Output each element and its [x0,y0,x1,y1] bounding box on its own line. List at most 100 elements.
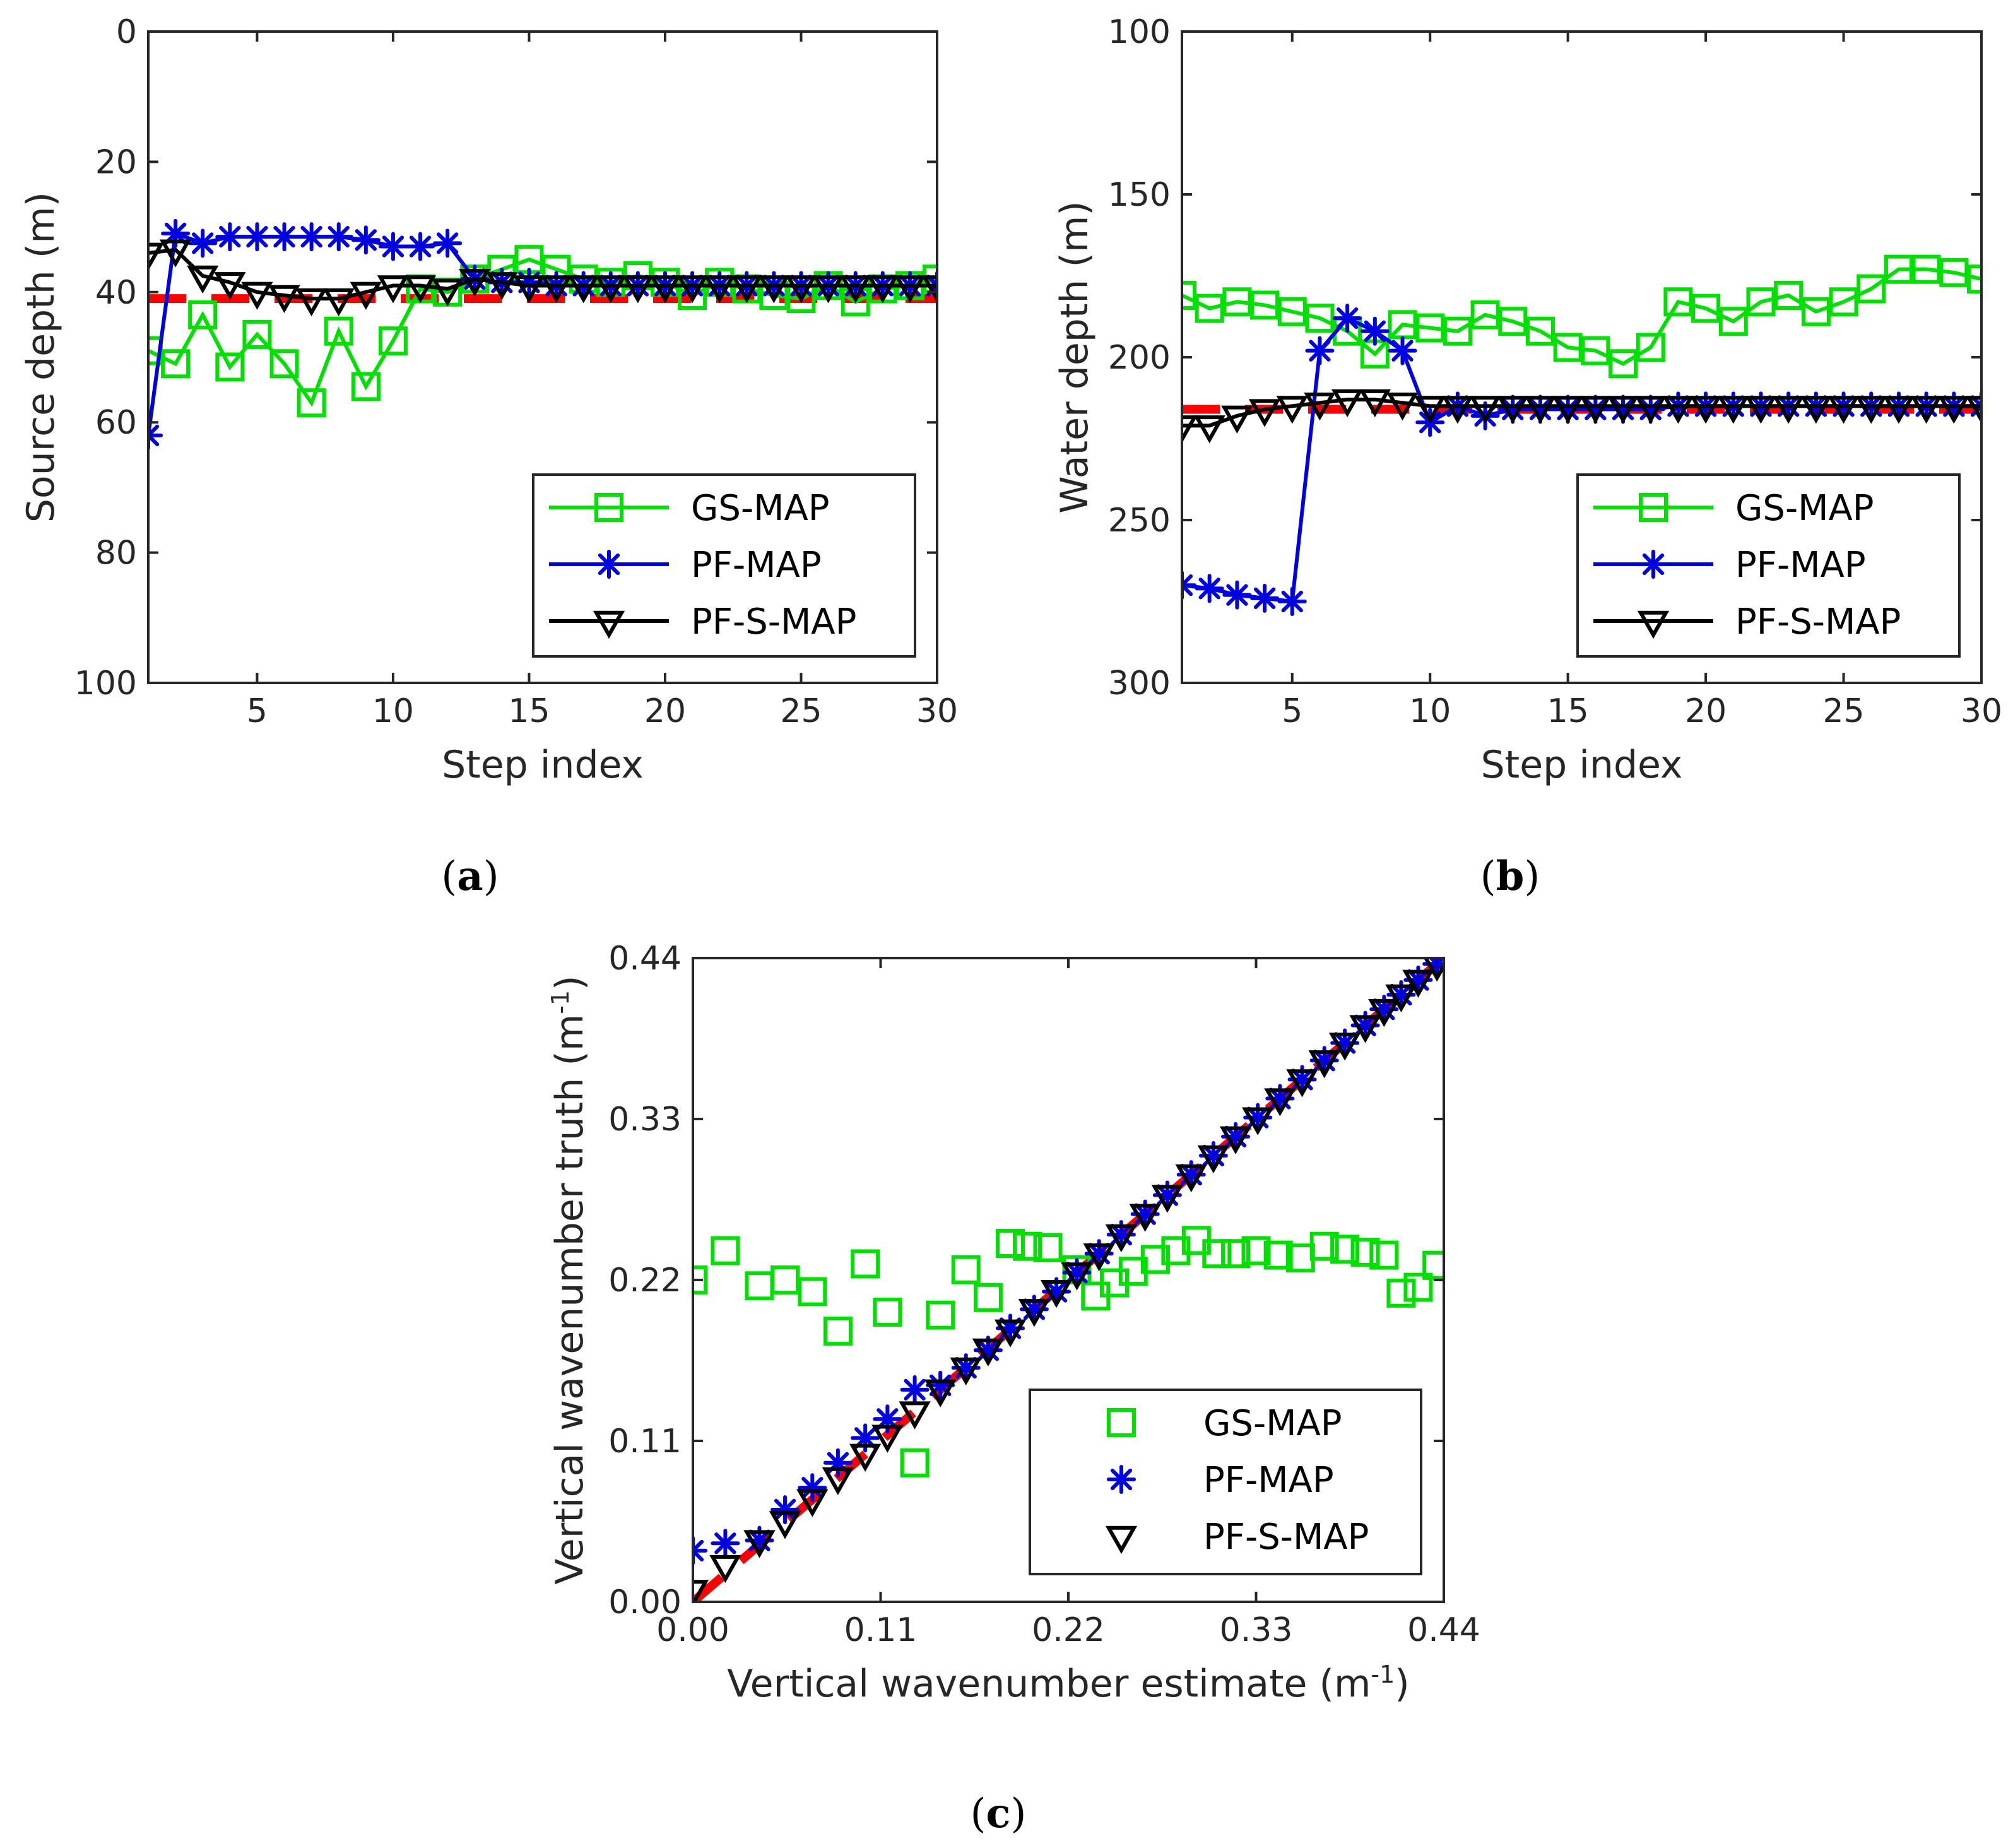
point-pfs [1331,389,1364,418]
point-gs [1415,313,1445,343]
legend: GS-MAP PF-MAP PF-S-MAP [1576,473,1961,658]
legend-label-pf: PF-MAP [691,545,822,586]
point-gs [1939,258,1969,287]
x-axis-label: Vertical wavenumber estimate (m-1) [727,1661,1409,1706]
legend-label-pfs: PF-S-MAP [1735,601,1901,643]
panel-c: 0.00 0.11 0.22 0.33 0.44 0.00 0.11 0.22 0.33 0.44… [546,940,1480,1837]
point-pfs [1910,396,1942,424]
point-pfs [1040,1280,1073,1308]
point-pfs [812,275,844,304]
point-pfs [1402,969,1434,998]
point-gs [1305,304,1335,333]
plot-content-a [148,218,937,450]
point-pfs [839,275,871,304]
point-pfs [594,275,627,304]
point-pfs [1414,396,1446,424]
point-pf [215,222,245,252]
point-pfs [377,275,410,304]
y-tick-label: 300 [1108,665,1171,702]
point-gs [693,1265,707,1294]
point-gs [324,316,353,346]
point-pfs [1182,415,1198,444]
point-pfs [1855,396,1887,424]
y-axis-label: Source depth (m) [19,192,63,523]
point-gs [1553,333,1583,362]
legend-box [1029,1389,1422,1575]
point-pf [900,1375,930,1404]
point-gs [1263,1240,1293,1270]
point-pfs [743,1530,776,1558]
point-pfs [1368,998,1400,1028]
point-pf [297,222,326,252]
point-gs [1309,1231,1339,1261]
point-gs [1350,1237,1380,1267]
point-pf [1195,574,1224,603]
point-pfs [822,1467,854,1496]
y-tick-label: 150 [1108,176,1171,214]
point-pfs [921,275,937,304]
point-gs [873,1298,902,1327]
point-pfs [758,275,790,304]
point-pfs [1579,396,1612,424]
point-pfs [1304,393,1336,421]
point-gs [1013,1231,1042,1261]
y-tick-label: 100 [74,665,137,702]
point-pfs [1689,396,1722,424]
point-pfs [1634,396,1667,424]
x-tick-label: 0.11 [844,1611,918,1649]
point-pfs [404,275,437,304]
point-pfs [187,265,219,294]
point-pfs [1524,396,1557,424]
point-gs [1884,254,1913,284]
point-gs [1581,336,1610,365]
point-pfs [731,275,763,304]
panel-a: 5 10 15 20 25 30 0 20 40 60 80 100 Step index Source … [19,13,958,900]
y-tick-label: 0.22 [608,1262,682,1300]
point-pf [1250,583,1280,613]
point-pfs [295,288,328,317]
point-pfs [1441,396,1474,424]
series-line-pfs [148,247,937,301]
point-gs [378,326,408,356]
point-pfs [1800,396,1833,424]
point-gs [1746,287,1776,317]
point-pfs [1359,389,1391,418]
point-pf [1333,304,1362,333]
y-tick-label: 0.44 [608,940,682,978]
point-pfs [709,1555,741,1584]
point-pf [823,1448,853,1478]
point-gs [951,1255,981,1284]
legend-item-pf: PF-MAP [549,545,822,586]
point-pfs [148,242,165,271]
point-gs [973,1282,1003,1312]
point-pfs [322,288,355,317]
point-pfs [1308,1050,1340,1079]
point-pf [378,232,408,261]
point-pf [711,1529,740,1558]
point-gs [1857,274,1886,304]
x-axis-label: Step index [1481,743,1683,787]
point-gs [1241,1236,1271,1265]
point-pf [242,222,272,252]
x-tick-label: 20 [1685,692,1727,730]
y-tick-label: 40 [95,274,137,312]
point-gs [1195,293,1224,323]
point-pfs [704,275,736,304]
point-pfs [899,1401,931,1430]
point-gs [1033,1233,1063,1262]
point-pf [798,1473,827,1503]
point-gs [823,1317,853,1346]
y-tick-label: 80 [95,535,137,572]
x-tick-label: 5 [1282,692,1302,730]
point-pf [324,222,353,252]
point-pfs [1276,396,1308,424]
point-gs [711,1236,740,1265]
point-gs [297,388,326,418]
legend-marker-gs [1639,493,1668,522]
point-gs [1718,307,1748,336]
point-pfs [1745,396,1777,424]
y-tick-label: 250 [1108,502,1171,540]
point-pfs [486,272,518,300]
point-pfs [894,275,926,304]
